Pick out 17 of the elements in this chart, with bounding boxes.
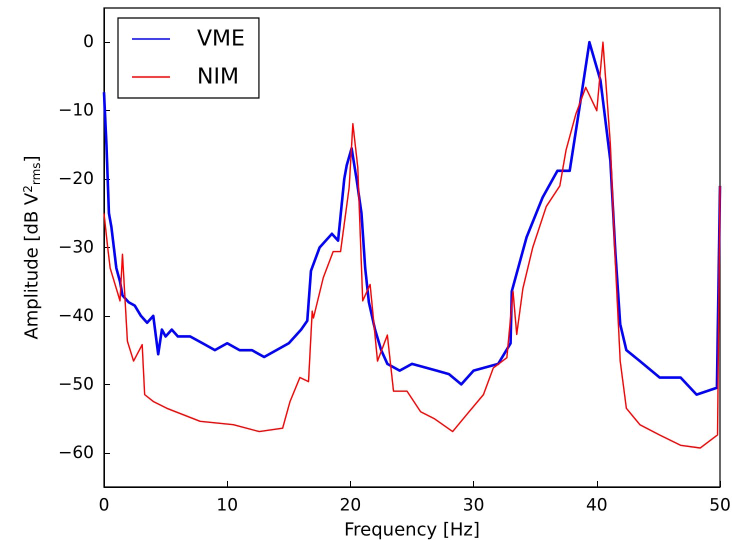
legend-label: NIM — [197, 64, 239, 90]
x-tick-label: 30 — [462, 496, 484, 516]
y-axis-title: Amplitude [dB V2rms] — [21, 155, 43, 340]
legend-label: VME — [197, 26, 245, 52]
y-tick-label: −30 — [58, 238, 94, 258]
x-tick-label: 0 — [98, 496, 110, 516]
y-tick-label: −10 — [58, 100, 94, 121]
x-tick-label: 50 — [709, 496, 731, 516]
y-tick-label: −40 — [58, 306, 94, 326]
x-tick-label: 10 — [216, 496, 238, 516]
x-tick-label: 40 — [586, 496, 608, 516]
y-tick-label: −60 — [58, 442, 94, 463]
x-axis-title: Frequency [Hz] — [344, 520, 480, 540]
x-tick-label: 20 — [340, 496, 362, 516]
y-tick-label: −20 — [58, 169, 94, 190]
y-tick-label: −50 — [58, 374, 94, 394]
y-tick-label: 0 — [83, 32, 94, 52]
